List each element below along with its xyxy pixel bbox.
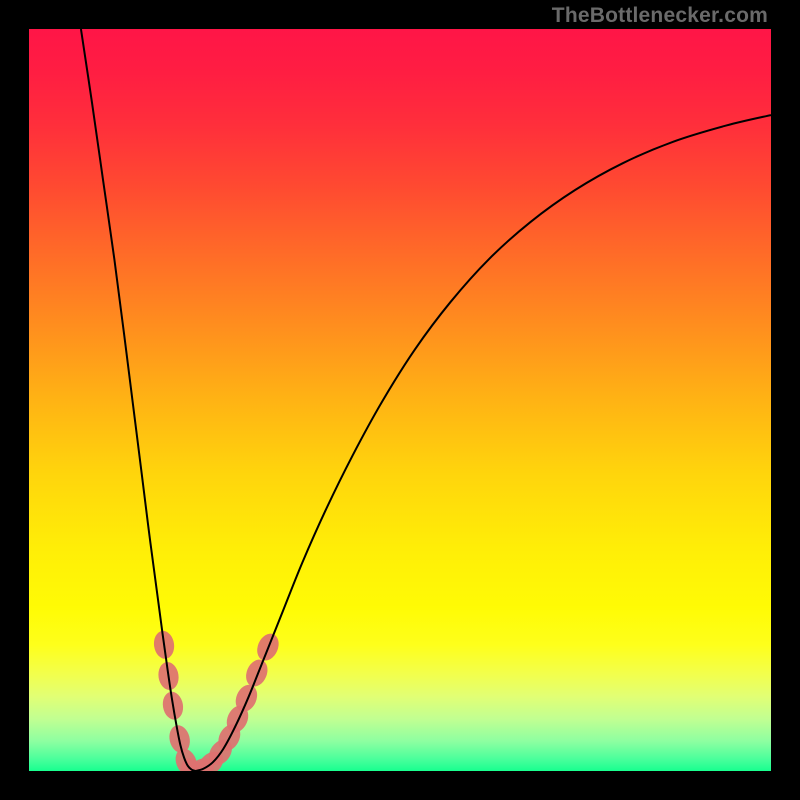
bottleneck-curve bbox=[29, 29, 771, 771]
curve-marker bbox=[242, 656, 271, 690]
chart-frame: TheBottlenecker.com bbox=[0, 0, 800, 800]
watermark-text: TheBottlenecker.com bbox=[552, 4, 768, 28]
plot-area bbox=[29, 29, 771, 771]
